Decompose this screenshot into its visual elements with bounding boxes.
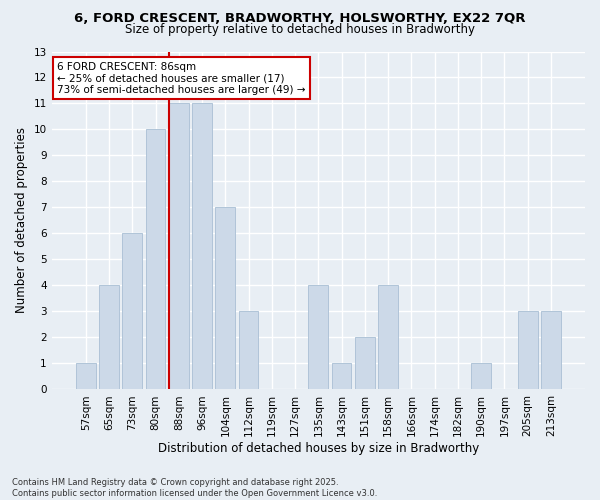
Bar	[76, 364, 95, 390]
Bar	[355, 338, 375, 390]
Text: 6 FORD CRESCENT: 86sqm
← 25% of detached houses are smaller (17)
73% of semi-det: 6 FORD CRESCENT: 86sqm ← 25% of detached…	[57, 62, 305, 95]
Text: 6, FORD CRESCENT, BRADWORTHY, HOLSWORTHY, EX22 7QR: 6, FORD CRESCENT, BRADWORTHY, HOLSWORTHY…	[74, 12, 526, 26]
Text: Contains HM Land Registry data © Crown copyright and database right 2025.
Contai: Contains HM Land Registry data © Crown c…	[12, 478, 377, 498]
Bar	[471, 364, 491, 390]
Bar	[169, 104, 188, 390]
Bar	[541, 312, 561, 390]
Bar	[332, 364, 352, 390]
Bar	[122, 234, 142, 390]
Bar	[192, 104, 212, 390]
Bar	[308, 286, 328, 390]
X-axis label: Distribution of detached houses by size in Bradworthy: Distribution of detached houses by size …	[158, 442, 479, 455]
Bar	[518, 312, 538, 390]
Text: Size of property relative to detached houses in Bradworthy: Size of property relative to detached ho…	[125, 22, 475, 36]
Bar	[215, 208, 235, 390]
Bar	[378, 286, 398, 390]
Bar	[239, 312, 259, 390]
Bar	[146, 130, 166, 390]
Bar	[99, 286, 119, 390]
Y-axis label: Number of detached properties: Number of detached properties	[15, 128, 28, 314]
